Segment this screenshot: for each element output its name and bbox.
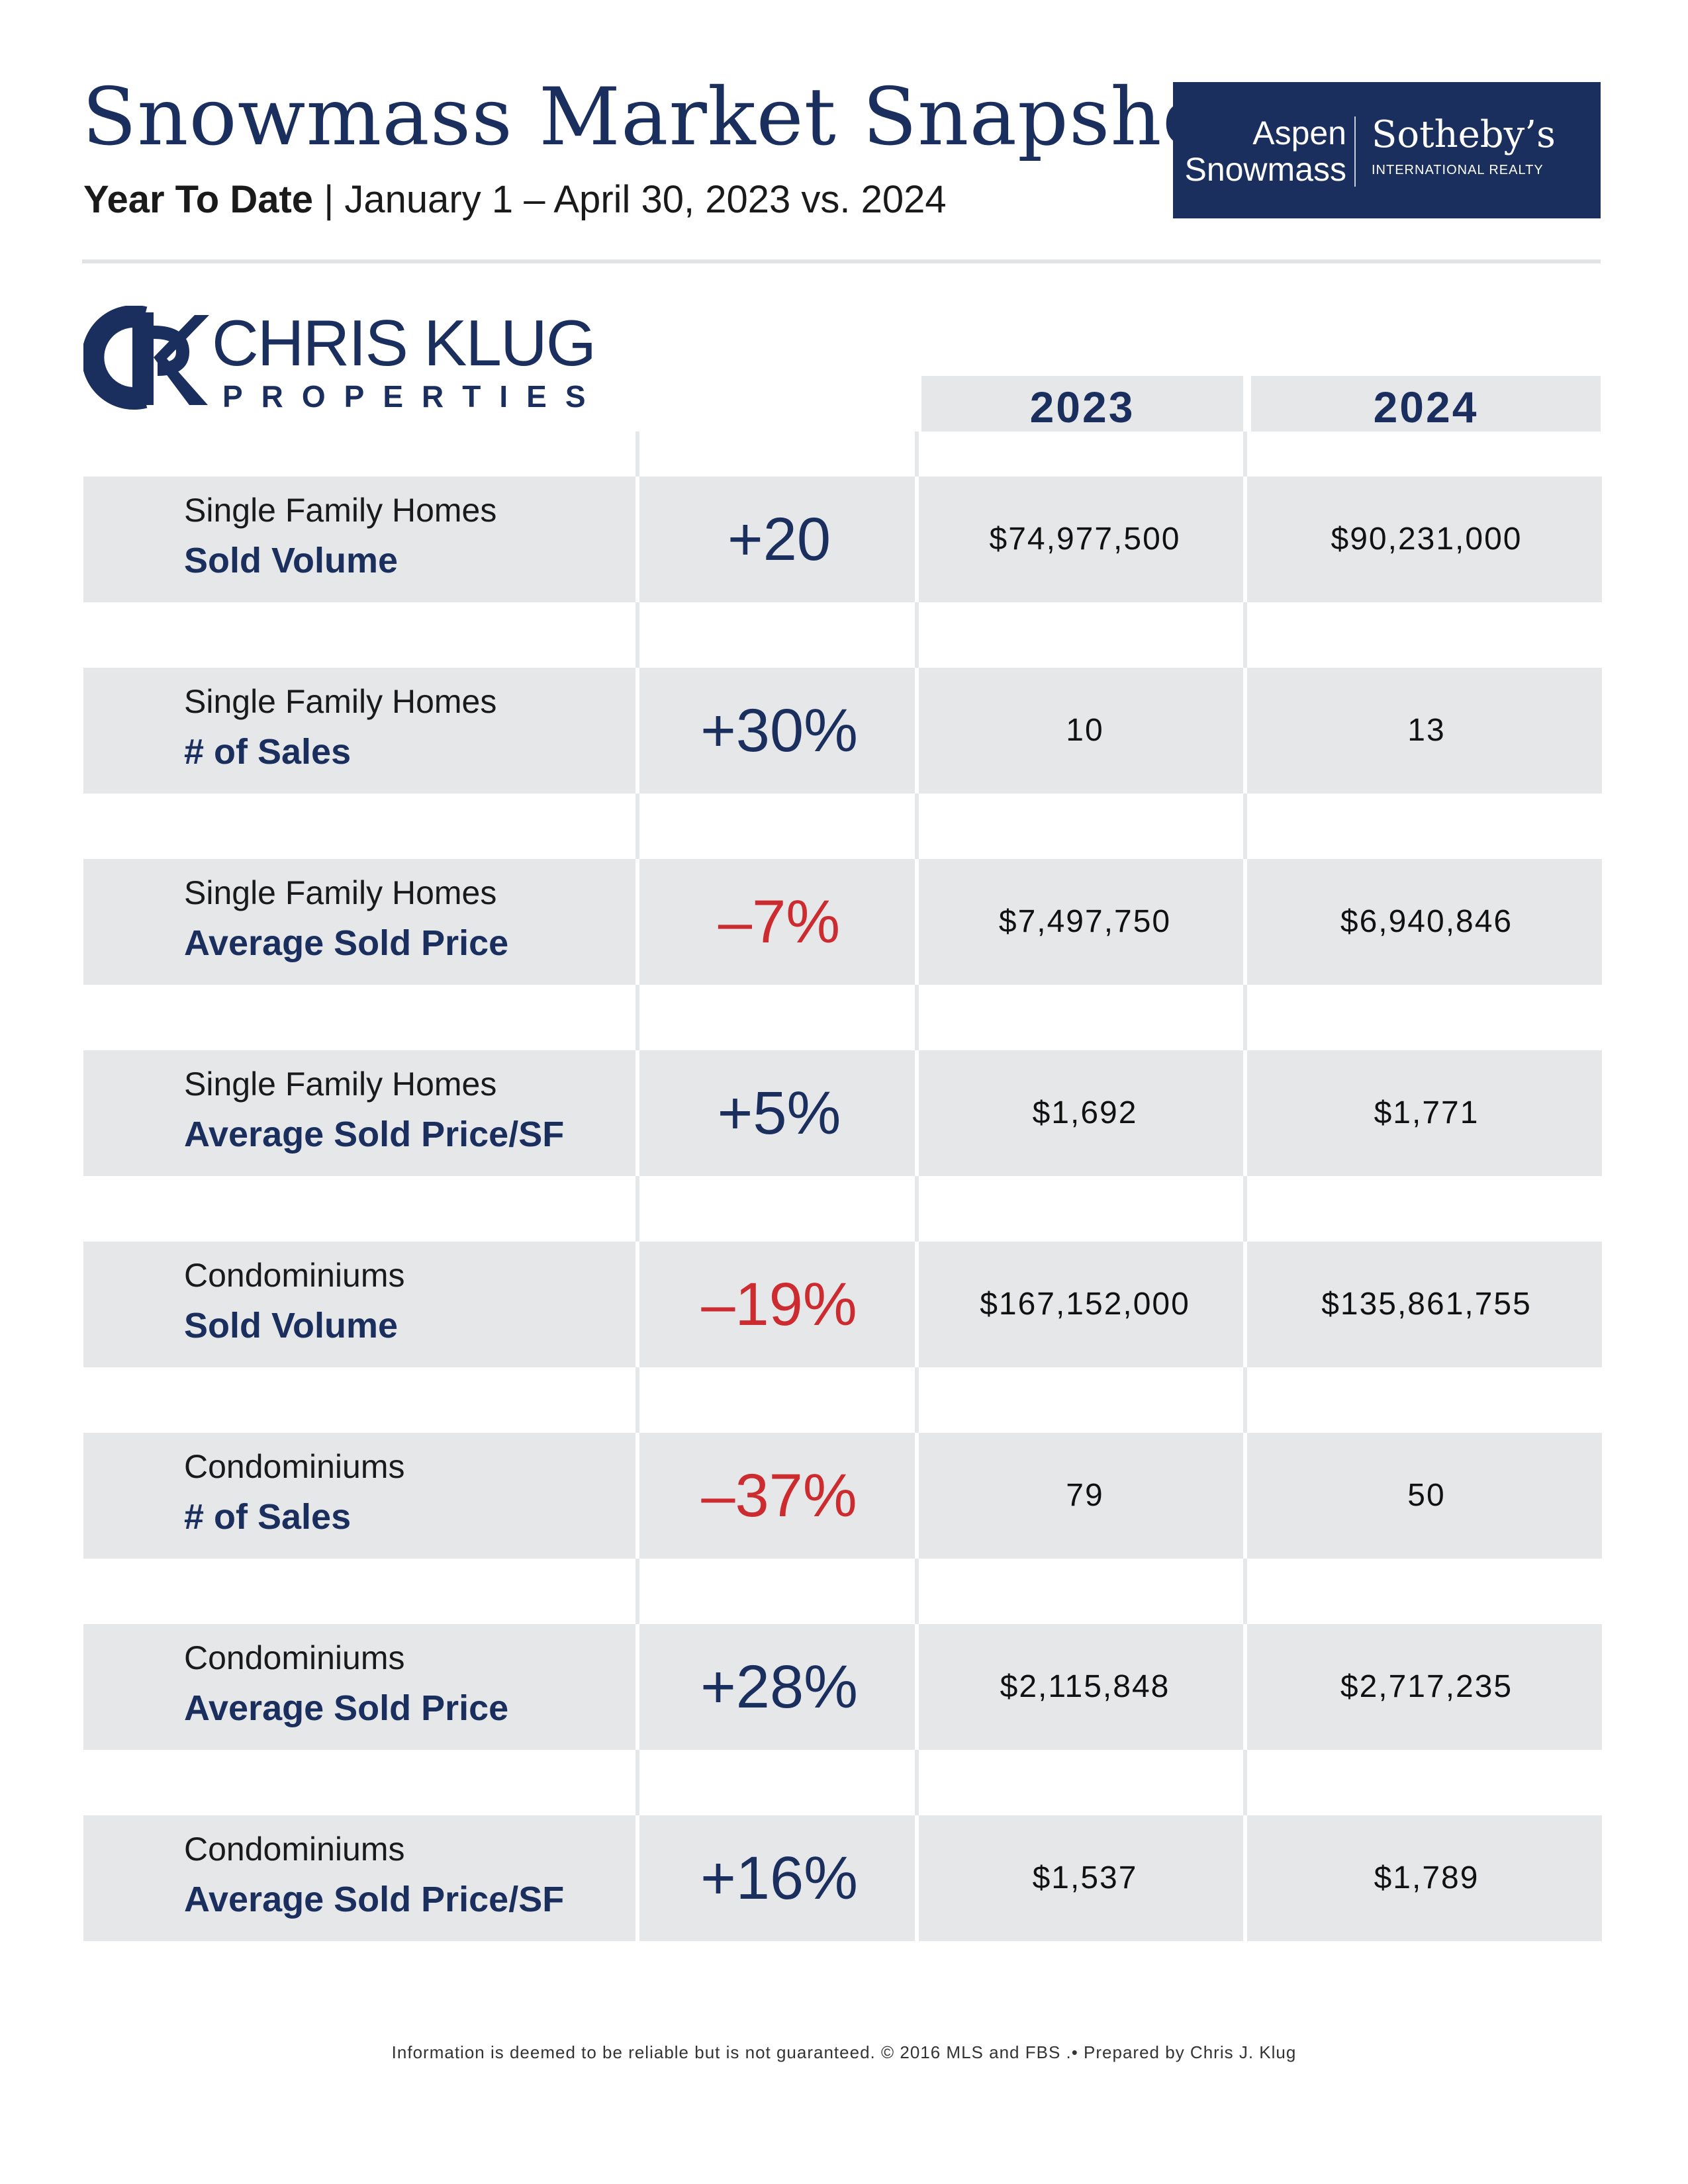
brand-location-line2: Snowmass bbox=[1184, 151, 1346, 188]
brand-divider bbox=[1354, 116, 1356, 187]
row-category: Single Family Homes bbox=[184, 1066, 497, 1103]
table-row: Single Family Homes Average Sold Price/SF… bbox=[83, 1050, 1602, 1176]
column-divider-2023 bbox=[915, 432, 919, 1940]
table-row: Condominiums # of Sales –37% 79 50 bbox=[83, 1433, 1602, 1559]
row-category: Condominiums bbox=[184, 1639, 405, 1676]
row-separator bbox=[915, 1050, 919, 1176]
row-separator bbox=[915, 1624, 919, 1750]
ck-monogram-icon bbox=[83, 306, 209, 410]
page-title: Snowmass Market Snapshot bbox=[82, 71, 1244, 163]
row-value-2024: 13 bbox=[1407, 713, 1446, 748]
row-value-2023: 10 bbox=[1066, 713, 1104, 748]
row-separator bbox=[635, 1242, 639, 1367]
sothebys-brand-logo: Aspen Snowmass Sotheby’s INTERNATIONAL R… bbox=[1173, 82, 1601, 218]
row-change: +30% bbox=[700, 697, 858, 764]
row-value-2023: $7,497,750 bbox=[998, 904, 1172, 939]
row-change: –37% bbox=[701, 1462, 857, 1529]
row-change: –19% bbox=[701, 1271, 857, 1338]
subtitle-range: January 1 – April 30, 2023 vs. 2024 bbox=[344, 178, 947, 221]
row-value-2024: $2,717,235 bbox=[1340, 1669, 1513, 1704]
row-separator bbox=[1243, 1242, 1247, 1367]
row-value-2024: $135,861,755 bbox=[1321, 1287, 1532, 1322]
row-separator bbox=[635, 1433, 639, 1559]
row-separator bbox=[1243, 668, 1247, 794]
header-divider bbox=[82, 259, 1601, 263]
column-header-2024: 2024 bbox=[1251, 376, 1601, 432]
row-category: Single Family Homes bbox=[184, 683, 497, 720]
row-separator bbox=[635, 1624, 639, 1750]
row-metric: Average Sold Price/SF bbox=[184, 1880, 565, 1919]
row-separator bbox=[635, 859, 639, 985]
brand-name-block: Sotheby’s INTERNATIONAL REALTY bbox=[1372, 114, 1556, 178]
table-row: Single Family Homes Sold Volume +20 $74,977… bbox=[83, 477, 1602, 602]
row-separator bbox=[1243, 477, 1247, 602]
row-separator bbox=[915, 1815, 919, 1941]
column-header-2023: 2023 bbox=[921, 376, 1243, 432]
row-value-2023: $1,537 bbox=[1032, 1860, 1138, 1895]
row-change: +20 bbox=[727, 506, 831, 573]
brand-tagline: INTERNATIONAL REALTY bbox=[1372, 163, 1544, 177]
table-row: Single Family Homes Average Sold Price –7%… bbox=[83, 859, 1602, 985]
row-value-2023: 79 bbox=[1066, 1478, 1104, 1513]
row-separator bbox=[915, 477, 919, 602]
column-divider-change bbox=[635, 432, 639, 1940]
row-value-2023: $74,977,500 bbox=[989, 522, 1181, 557]
row-separator bbox=[1243, 1050, 1247, 1176]
row-value-2023: $1,692 bbox=[1032, 1095, 1138, 1130]
chris-klug-logo: CHRIS KLUG PROPERTIES bbox=[83, 306, 596, 414]
logo-name: CHRIS KLUG bbox=[212, 306, 596, 379]
row-category: Condominiums bbox=[184, 1257, 405, 1294]
disclaimer-footer: Information is deemed to be reliable but… bbox=[391, 2042, 1297, 2062]
row-separator bbox=[1243, 1624, 1247, 1750]
brand-name: Sotheby’s bbox=[1372, 113, 1556, 156]
row-change: +28% bbox=[700, 1653, 858, 1721]
row-separator bbox=[915, 1242, 919, 1367]
row-metric: # of Sales bbox=[184, 1497, 352, 1537]
row-metric: Average Sold Price bbox=[184, 1688, 509, 1728]
table-row: Condominiums Average Sold Price +28% $2,115… bbox=[83, 1624, 1602, 1750]
row-category: Condominiums bbox=[184, 1831, 405, 1868]
row-separator bbox=[1243, 859, 1247, 985]
row-metric: Average Sold Price bbox=[184, 923, 509, 963]
row-category: Single Family Homes bbox=[184, 492, 497, 529]
row-category: Condominiums bbox=[184, 1448, 405, 1485]
table-row: Single Family Homes # of Sales +30% 10 13 bbox=[83, 668, 1602, 794]
row-category: Single Family Homes bbox=[184, 874, 497, 911]
row-change: +5% bbox=[717, 1079, 841, 1147]
row-metric: Sold Volume bbox=[184, 541, 399, 580]
row-value-2024: $1,771 bbox=[1374, 1095, 1479, 1130]
date-range-subtitle: Year To Date | January 1 – April 30, 202… bbox=[83, 177, 947, 222]
column-divider-2024 bbox=[1243, 432, 1247, 1940]
row-metric: Average Sold Price/SF bbox=[184, 1115, 565, 1154]
row-metric: Sold Volume bbox=[184, 1306, 399, 1345]
table-row: Condominiums Sold Volume –19% $167,152,000 $… bbox=[83, 1242, 1602, 1367]
subtitle-ytd: Year To Date bbox=[83, 178, 314, 221]
brand-location: Aspen Snowmass bbox=[1184, 115, 1346, 188]
row-value-2023: $2,115,848 bbox=[1000, 1669, 1170, 1704]
row-value-2024: $6,940,846 bbox=[1340, 904, 1513, 939]
row-change: –7% bbox=[718, 888, 841, 956]
subtitle-separator: | bbox=[313, 178, 345, 221]
row-separator bbox=[635, 1815, 639, 1941]
row-value-2024: $90,231,000 bbox=[1331, 522, 1523, 557]
brand-location-line1: Aspen bbox=[1252, 114, 1346, 152]
row-separator bbox=[915, 668, 919, 794]
logo-subtitle: PROPERTIES bbox=[222, 379, 604, 414]
row-value-2024: 50 bbox=[1407, 1478, 1446, 1513]
row-value-2024: $1,789 bbox=[1374, 1860, 1479, 1895]
row-separator bbox=[635, 1050, 639, 1176]
row-separator bbox=[915, 1433, 919, 1559]
row-separator bbox=[1243, 1815, 1247, 1941]
table-row: Condominiums Average Sold Price/SF +16% $1,… bbox=[83, 1815, 1602, 1941]
row-separator bbox=[1243, 1433, 1247, 1559]
row-separator bbox=[635, 668, 639, 794]
row-separator bbox=[915, 859, 919, 985]
row-change: +16% bbox=[700, 1844, 858, 1912]
row-metric: # of Sales bbox=[184, 732, 352, 772]
row-separator bbox=[635, 477, 639, 602]
row-value-2023: $167,152,000 bbox=[980, 1287, 1190, 1322]
